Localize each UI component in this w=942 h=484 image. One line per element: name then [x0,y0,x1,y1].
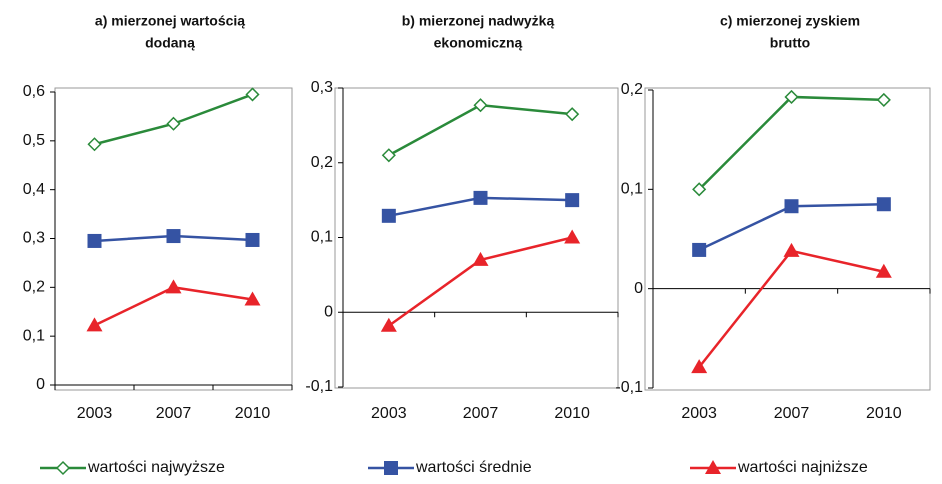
y-tick-label: 0,3 [23,230,45,247]
x-tick-label: 2007 [156,405,192,422]
marker [380,317,397,332]
marker [783,242,800,257]
x-tick-label: 2010 [235,405,271,422]
y-tick-label: 0,1 [23,327,45,344]
chart-title: c) mierzonej zyskiem [720,13,860,29]
x-tick-label: 2007 [463,405,499,422]
marker [245,87,260,102]
y-tick-label: 0,1 [311,229,333,246]
y-tick-label: 0,3 [311,79,333,96]
marker [473,190,488,205]
marker [87,137,102,152]
legend-label: wartości najniższe [737,459,868,476]
plot-frame [644,87,931,391]
y-tick-label: 0,2 [23,279,45,296]
marker [244,291,261,306]
marker [692,182,707,197]
y-tick-label: 0 [36,376,45,393]
chart-title: b) mierzonej nadwyżką [402,13,555,29]
chart-title: ekonomiczną [434,35,523,51]
marker [472,251,489,266]
marker [473,98,488,113]
marker [564,229,581,244]
y-tick-label: 0 [324,303,333,320]
y-tick-label: 0,5 [23,132,45,149]
marker [692,242,707,257]
marker [565,107,580,122]
marker [384,461,398,475]
legend-label: wartości najwyższe [87,459,225,476]
marker [784,199,799,214]
y-tick-label: 0,2 [311,154,333,171]
marker [245,232,260,247]
marker [784,89,799,105]
marker [165,279,182,294]
x-tick-label: 2003 [681,405,717,422]
y-tick-label: 0,6 [23,83,45,100]
x-tick-label: 2010 [866,405,902,422]
marker [565,193,580,208]
plot-frame [334,87,619,389]
marker [166,116,181,131]
series-line [388,103,573,157]
x-tick-label: 2007 [774,405,810,422]
x-tick-label: 2003 [371,405,407,422]
marker [166,229,181,244]
x-tick-label: 2010 [554,405,590,422]
legend-label: wartości średnie [415,459,532,476]
y-tick-label: 0,4 [23,181,45,198]
marker [875,263,892,278]
chart-title: brutto [770,35,810,51]
marker [691,359,708,374]
marker [86,317,103,332]
marker [876,197,891,212]
y-tick-label: -0,1 [615,379,643,396]
marker [876,92,891,107]
y-tick-label: 0,1 [621,181,643,198]
series-line [698,95,884,191]
y-tick-label: 0,2 [621,81,643,98]
marker [381,148,396,163]
chart-title: dodaną [145,35,195,51]
chart-title: a) mierzonej wartością [95,13,245,29]
y-tick-label: -0,1 [305,378,333,395]
marker [55,460,71,476]
series-line [698,249,885,368]
y-tick-label: 0 [634,280,643,297]
marker [381,208,396,223]
marker [87,233,102,248]
x-tick-label: 2003 [77,405,113,422]
marker [705,460,721,474]
